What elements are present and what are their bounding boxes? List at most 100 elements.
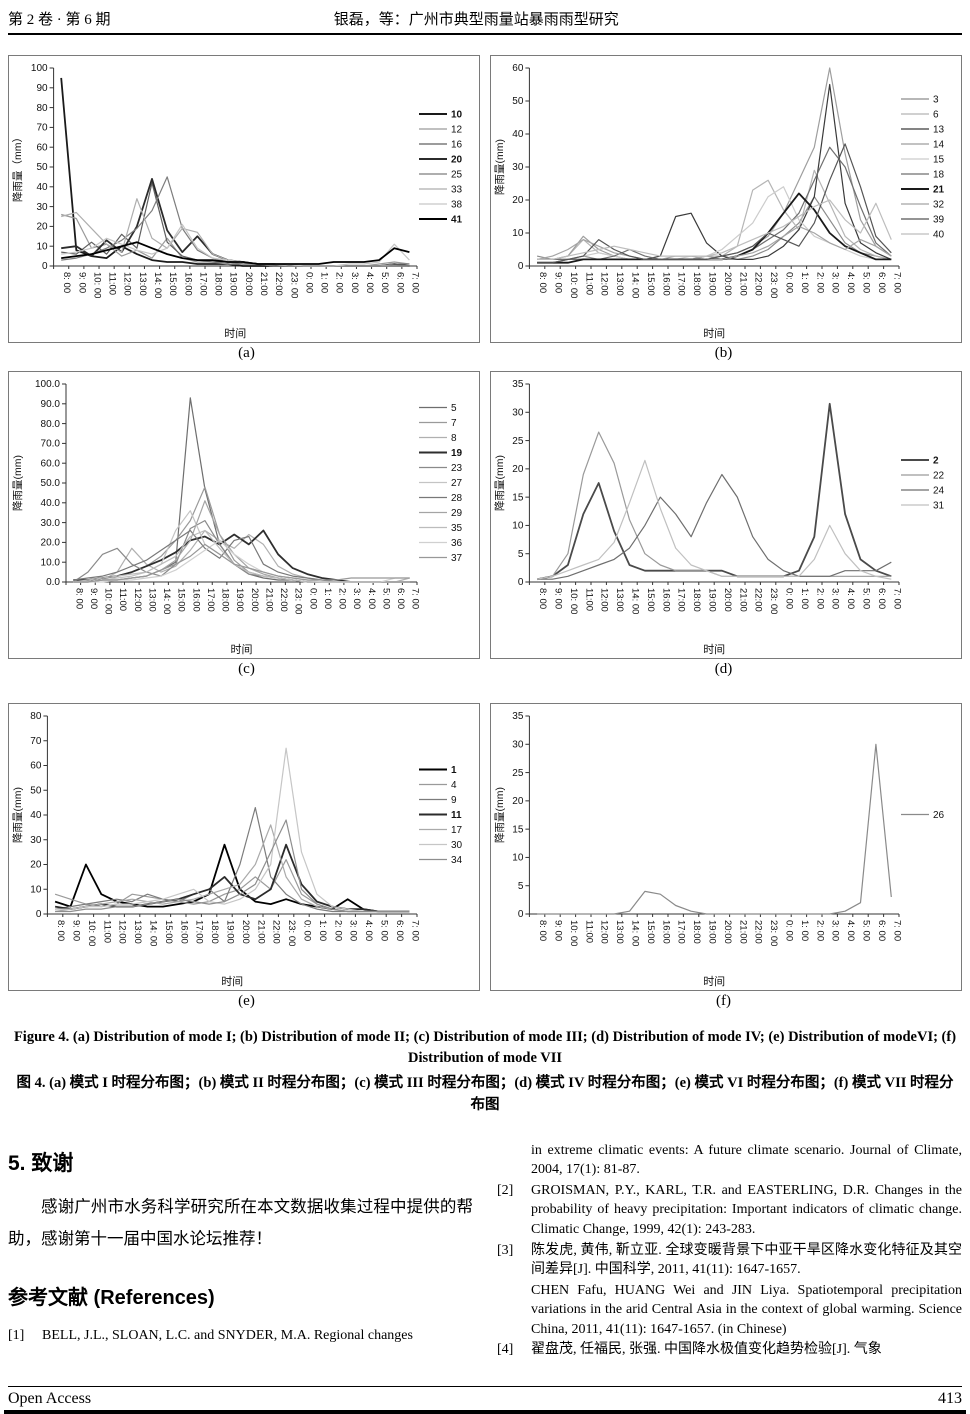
svg-text:8: 00: 8: 00 [73,588,84,609]
svg-text:50: 50 [30,785,42,796]
svg-text:22:00: 22:00 [753,920,764,944]
body-text: 5. 致谢 感谢广州市水务科学研究所在本文数据收集过程中提供的帮助，感谢第十一届… [8,1141,962,1362]
svg-text:时间: 时间 [703,975,725,988]
svg-text:80.0: 80.0 [41,419,61,430]
svg-text:14: 00: 14: 00 [148,920,159,946]
svg-text:90: 90 [36,83,48,94]
svg-text:4: 00: 4: 00 [845,588,856,609]
reference-number: [3] [497,1242,514,1258]
svg-text:22: 22 [933,471,945,482]
reference-text: 陈发虎, 黄伟, 靳立亚. 全球变暖背景下中亚干旱区降水变化特征及其空间差异[J… [531,1242,962,1278]
svg-text:36: 36 [451,538,463,549]
chart-panel-e: 0 10 20 30 40 50 60 70 80 8: 00 9: 00 10: 00 11:00 12… [8,703,480,991]
svg-text:40: 40 [933,230,945,241]
svg-text:10: 10 [512,228,524,239]
svg-text:8: 00: 8: 00 [537,920,548,941]
svg-text:3: 00: 3: 00 [830,588,841,609]
svg-text:12:00: 12:00 [599,920,610,944]
svg-text:33: 33 [451,185,463,196]
svg-text:时间: 时间 [221,975,243,988]
svg-text:16:00: 16:00 [178,920,189,944]
svg-text:31: 31 [933,501,945,512]
svg-text:0: 00: 0: 00 [784,920,795,941]
svg-text:18:00: 18:00 [213,272,224,296]
svg-text:16:00: 16:00 [660,272,671,296]
figure-caption-en: Figure 4. (a) Distribution of mode I; (b… [13,1029,957,1067]
journal-issue: 第 2 卷 · 第 6 期 [8,12,111,28]
svg-text:1: 00: 1: 00 [319,272,330,293]
svg-text:15:00: 15:00 [645,920,656,944]
svg-text:9: 00: 9: 00 [553,920,564,941]
svg-text:60: 60 [512,63,524,74]
svg-text:0: 00: 0: 00 [784,272,795,293]
svg-text:17:00: 17:00 [205,588,216,612]
svg-text:5: 00: 5: 00 [379,920,390,941]
svg-text:2: 00: 2: 00 [814,588,825,609]
svg-text:20: 20 [36,222,48,233]
svg-text:6: 00: 6: 00 [876,588,887,609]
svg-text:10: 00: 10: 00 [103,588,114,614]
svg-text:9: 00: 9: 00 [76,272,87,293]
panel-label-f: (f) [716,993,731,1009]
acknowledgment-paragraph: 感谢广州市水务科学研究所在本文数据收集过程中提供的帮助，感谢第十一届中国水论坛推… [8,1196,473,1248]
svg-text:11:00: 11:00 [107,272,118,295]
svg-text:降雨量(mm): 降雨量(mm) [11,455,24,511]
chart-panel-d: 0 5 10 15 20 25 30 35 8: 00 9: 00 10: 00 11:00 12:00… [490,371,962,659]
svg-text:30: 30 [512,162,524,173]
svg-text:28: 28 [451,493,463,504]
svg-text:13:00: 13:00 [132,920,143,944]
svg-text:17:00: 17:00 [194,920,205,944]
svg-text:1: 00: 1: 00 [317,920,328,941]
svg-text:11:00: 11:00 [117,588,128,611]
svg-text:23: 00: 23: 00 [768,920,779,946]
svg-text:0: 0 [518,577,524,588]
svg-text:15: 15 [512,824,524,835]
svg-text:14: 00: 14: 00 [152,272,163,298]
svg-text:32: 32 [933,200,945,211]
svg-text:降雨量(mm): 降雨量(mm) [493,139,506,195]
svg-text:23: 00: 23: 00 [288,272,299,298]
panel-labels-ab: (a) (b) [8,345,962,365]
svg-text:23: 00: 23: 00 [286,920,297,946]
panel-label-a: (a) [238,345,255,361]
svg-text:7: 00: 7: 00 [409,920,420,941]
svg-text:20:00: 20:00 [722,272,733,296]
svg-text:1: 00: 1: 00 [799,272,810,293]
svg-text:13:00: 13:00 [146,588,157,612]
svg-text:10: 00: 10: 00 [568,272,579,298]
svg-text:14: 00: 14: 00 [161,588,172,614]
svg-text:22:00: 22:00 [753,272,764,296]
svg-text:18:00: 18:00 [209,920,220,944]
svg-text:7: 00: 7: 00 [409,272,420,293]
panel-label-b: (b) [714,345,733,361]
svg-text:100: 100 [31,63,48,74]
svg-text:25: 25 [512,436,524,447]
bottom-bar [4,1409,966,1414]
svg-text:18:00: 18:00 [691,588,702,612]
svg-text:20.0: 20.0 [41,538,61,549]
svg-text:3: 00: 3: 00 [348,920,359,941]
panel-labels-cd: (c) (d) [8,661,962,681]
chart-panel-b: 0 10 20 30 40 50 60 8: 00 9: 00 10: 00 11:00 12:00 1… [490,55,962,343]
svg-text:3: 00: 3: 00 [830,920,841,941]
svg-text:15:00: 15:00 [163,920,174,944]
svg-text:70: 70 [30,736,42,747]
svg-text:60: 60 [30,761,42,772]
svg-text:39: 39 [933,215,945,226]
svg-text:20: 20 [451,155,463,166]
svg-text:10: 10 [512,853,524,864]
svg-text:10.0: 10.0 [41,557,61,568]
svg-text:11:00: 11:00 [583,272,594,295]
svg-text:40: 40 [36,182,48,193]
svg-text:38: 38 [451,200,463,211]
running-title: 银磊，等：广州市典型雨量站暴雨雨型研究 [333,12,619,28]
svg-text:5: 5 [451,403,457,414]
svg-text:30: 30 [512,407,524,418]
svg-text:35: 35 [512,711,524,722]
svg-text:17:00: 17:00 [676,272,687,296]
svg-text:21:00: 21:00 [737,272,748,296]
chart-b-canvas: 0 10 20 30 40 50 60 8: 00 9: 00 10: 00 11:00 12:00 1… [491,56,961,342]
svg-text:20: 20 [512,464,524,475]
figure-4: 0 10 20 30 40 50 60 70 80 90 100 8: 00 9: 00 10: 00 11… [8,55,962,1117]
svg-text:19:00: 19:00 [225,920,236,944]
